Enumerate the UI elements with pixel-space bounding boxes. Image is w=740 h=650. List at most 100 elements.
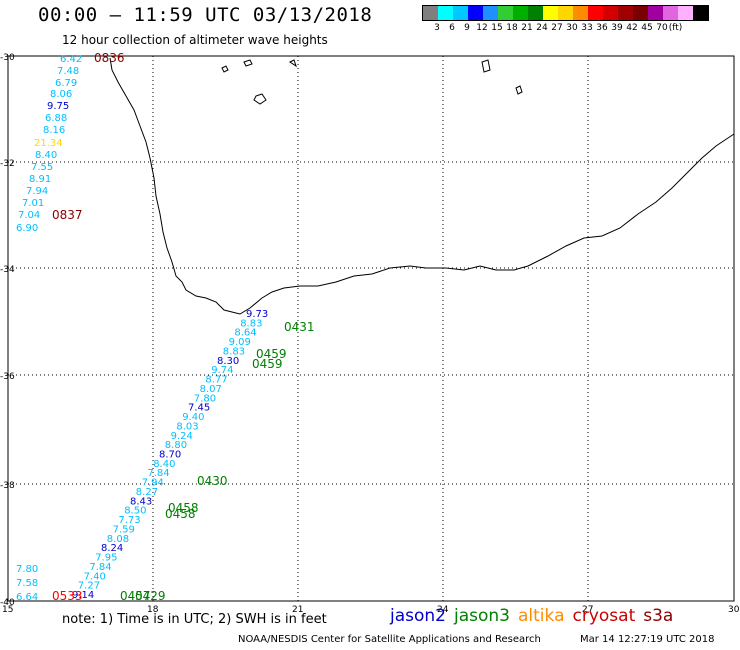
wave-height-value: 8.83 — [240, 318, 262, 329]
wave-height-value: 8.77 — [205, 375, 227, 386]
color-swatch — [648, 6, 663, 20]
wave-height-value: 8.80 — [165, 440, 187, 451]
color-scale-label: 18 — [506, 23, 518, 33]
longitude-label: 30 — [728, 605, 740, 615]
color-swatch — [438, 6, 453, 20]
color-swatch — [618, 6, 633, 20]
island-5 — [515, 85, 523, 95]
wave-height-value: 8.16 — [43, 125, 65, 136]
pass-time-label: 0837 — [52, 208, 83, 222]
island-6 — [289, 59, 297, 68]
latitude-label: -30 — [0, 53, 15, 63]
coastline — [109, 57, 735, 315]
wave-height-value: 8.07 — [200, 384, 222, 395]
page-subtitle: 12 hour collection of altimeter wave hei… — [62, 33, 328, 47]
wave-height-value: 7.73 — [118, 515, 140, 526]
wave-height-value: 7.58 — [16, 578, 38, 589]
wave-height-value: 7.95 — [95, 553, 117, 564]
wave-height-value: 7.84 — [147, 468, 169, 479]
pass-time-label: 0457 — [120, 589, 151, 603]
color-swatch — [678, 6, 693, 20]
color-swatch — [633, 6, 648, 20]
wave-height-value: 7.94 — [142, 478, 164, 489]
wave-height-value: 6.90 — [16, 223, 38, 234]
wave-height-value: 7.04 — [18, 210, 40, 221]
color-scale-label: 6 — [449, 23, 455, 33]
wave-height-value: 8.40 — [153, 459, 175, 470]
wave-height-value: 9.73 — [246, 309, 268, 320]
longitude-label: 15 — [2, 605, 13, 615]
satellite-legend: jason2 jason3 altika cryosat s3a — [390, 606, 681, 626]
pass-time-label: 0430 — [197, 474, 228, 488]
wave-height-value: 9.14 — [72, 590, 94, 601]
pass-time-label: 0458 — [165, 507, 196, 521]
latitude-label: -36 — [0, 372, 15, 382]
map-border — [7, 55, 735, 602]
color-scale-legend: 3 6 9 12 15 18 21 24 27 30 33 36 39 42 45 70 (ft) — [422, 5, 709, 35]
island-3 — [253, 93, 267, 105]
axis-labels: 15 18 21 24 27 30 -30 -32 -34 -36 -38 -40 — [0, 53, 740, 615]
color-swatch — [528, 6, 543, 20]
color-scale-label: 70 — [656, 23, 668, 33]
pass-time-label: 0459 — [256, 347, 287, 361]
legend-s3a: s3a — [643, 606, 674, 626]
altimeter-track-west: 6.427.486.798.069.756.888.1621.348.407.5… — [16, 54, 82, 603]
wave-height-value: 9.09 — [229, 337, 251, 348]
color-swatch — [558, 6, 573, 20]
wave-height-value: 7.40 — [84, 571, 106, 582]
pass-time-label: 0836 — [94, 51, 125, 65]
color-scale-label: 30 — [566, 23, 578, 33]
africa-coastline — [109, 57, 735, 315]
color-swatch — [513, 6, 528, 20]
latitude-label: -32 — [0, 159, 15, 169]
wave-height-value: 8.64 — [234, 328, 256, 339]
wave-height-value: 6.42 — [60, 54, 82, 65]
wave-height-value: 8.30 — [217, 356, 239, 367]
wave-height-value: 8.24 — [101, 543, 123, 554]
color-scale-label: 33 — [581, 23, 593, 33]
map-frame — [7, 55, 735, 602]
legend-cryosat: cryosat — [572, 606, 636, 626]
wave-height-value: 6.79 — [55, 78, 77, 89]
island-1 — [221, 65, 229, 73]
color-swatch — [693, 6, 708, 20]
longitude-label: 24 — [437, 605, 449, 615]
wave-height-value: 7.45 — [188, 403, 210, 414]
color-scale-label: 9 — [464, 23, 470, 33]
wave-height-value: 7.01 — [22, 198, 44, 209]
wave-height-value: 8.70 — [159, 450, 181, 461]
longitude-label: 21 — [292, 605, 303, 615]
color-swatch — [483, 6, 498, 20]
footer-note: note: 1) Time is in UTC; 2) SWH is in fe… — [62, 612, 327, 627]
color-swatch — [468, 6, 483, 20]
wave-height-value: 21.34 — [34, 138, 63, 149]
color-scale-label: 27 — [551, 23, 563, 33]
pass-time-label: 0533 — [52, 589, 83, 603]
color-swatch — [573, 6, 588, 20]
color-swatch — [588, 6, 603, 20]
color-swatches — [422, 5, 709, 21]
island-2 — [243, 59, 253, 67]
longitude-label: 27 — [582, 605, 593, 615]
credit-line: NOAA/NESDIS Center for Satellite Applica… — [238, 634, 541, 645]
color-scale-label: 15 — [491, 23, 503, 33]
color-scale-label: 3 — [434, 23, 440, 33]
color-scale-label: 39 — [611, 23, 623, 33]
color-swatch — [423, 6, 438, 20]
pass-time-label: 0429 — [135, 589, 166, 603]
color-swatch — [663, 6, 678, 20]
wave-height-value: 8.08 — [107, 534, 129, 545]
pass-time-label: 0458 — [168, 501, 199, 515]
color-scale-unit: (ft) — [668, 23, 683, 33]
wave-height-value: 8.06 — [50, 89, 72, 100]
wave-height-value: 7.27 — [78, 581, 100, 592]
latitude-label: -38 — [0, 481, 15, 491]
island-4 — [481, 59, 491, 73]
pass-time-label: 0431 — [284, 320, 315, 334]
longitude-label: 18 — [147, 605, 159, 615]
color-scale-label: 42 — [626, 23, 638, 33]
color-swatch — [603, 6, 618, 20]
wave-height-value: 9.24 — [171, 431, 193, 442]
